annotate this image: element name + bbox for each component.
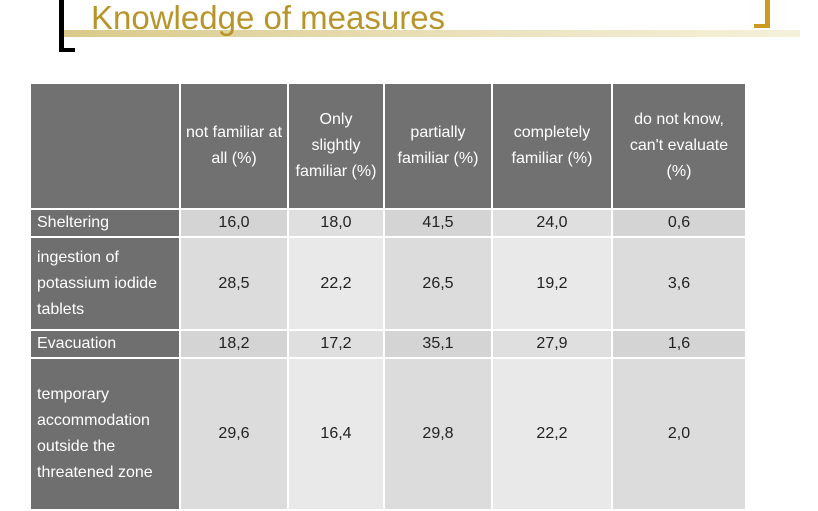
slide-title: Knowledge of measures bbox=[91, 0, 446, 36]
left-bracket-decoration bbox=[59, 0, 75, 52]
table-cell: 22,2 bbox=[491, 357, 613, 511]
row-label-evacuation: Evacuation bbox=[29, 329, 181, 359]
table-cell: 22,2 bbox=[287, 236, 385, 331]
table-cell: 16,0 bbox=[179, 208, 289, 238]
table-cell: 29,8 bbox=[383, 357, 493, 511]
table-cell: 18,2 bbox=[179, 329, 289, 359]
header-partially-familiar: partially familiar (%) bbox=[383, 82, 493, 210]
table-row: Sheltering 16,0 18,0 41,5 24,0 0,6 bbox=[29, 208, 747, 238]
table-row: ingestion of potassium iodide tablets 28… bbox=[29, 236, 747, 331]
row-label-sheltering: Sheltering bbox=[29, 208, 181, 238]
row-label-temporary-accommodation: temporary accommodation outside the thre… bbox=[29, 357, 181, 511]
header-do-not-know: do not know, can't evaluate (%) bbox=[611, 82, 747, 210]
table-cell: 27,9 bbox=[491, 329, 613, 359]
table-cell: 0,6 bbox=[611, 208, 747, 238]
right-bracket-decoration bbox=[754, 0, 770, 28]
header-empty-cell bbox=[29, 82, 181, 210]
header-row: not familiar at all (%) Only slightly fa… bbox=[29, 82, 747, 210]
table-row: temporary accommodation outside the thre… bbox=[29, 357, 747, 511]
table-cell: 28,5 bbox=[179, 236, 289, 331]
table-cell: 17,2 bbox=[287, 329, 385, 359]
table-row: Evacuation 18,2 17,2 35,1 27,9 1,6 bbox=[29, 329, 747, 359]
table-cell: 18,0 bbox=[287, 208, 385, 238]
table-cell: 24,0 bbox=[491, 208, 613, 238]
table-cell: 29,6 bbox=[179, 357, 289, 511]
table-cell: 35,1 bbox=[383, 329, 493, 359]
table-cell: 41,5 bbox=[383, 208, 493, 238]
header-completely-familiar: completely familiar (%) bbox=[491, 82, 613, 210]
row-label-potassium-iodide: ingestion of potassium iodide tablets bbox=[29, 236, 181, 331]
table-cell: 1,6 bbox=[611, 329, 747, 359]
header-not-familiar: not familiar at all (%) bbox=[179, 82, 289, 210]
table-cell: 19,2 bbox=[491, 236, 613, 331]
title-underline bbox=[60, 30, 800, 37]
table-cell: 16,4 bbox=[287, 357, 385, 511]
header-slightly-familiar: Only slightly familiar (%) bbox=[287, 82, 385, 210]
table-cell: 2,0 bbox=[611, 357, 747, 511]
table-cell: 3,6 bbox=[611, 236, 747, 331]
table-cell: 26,5 bbox=[383, 236, 493, 331]
measures-table: not familiar at all (%) Only slightly fa… bbox=[29, 82, 747, 511]
